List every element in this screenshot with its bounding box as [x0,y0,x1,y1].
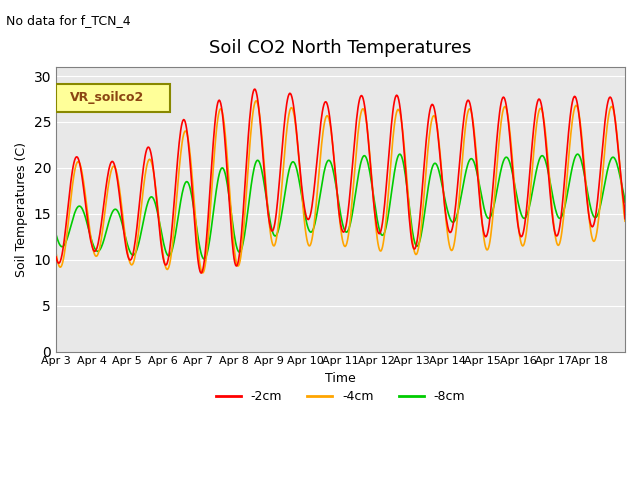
Title: Soil CO2 North Temperatures: Soil CO2 North Temperatures [209,39,472,57]
Legend: -2cm, -4cm, -8cm: -2cm, -4cm, -8cm [211,385,470,408]
FancyBboxPatch shape [56,84,170,112]
Text: VR_soilco2: VR_soilco2 [70,91,145,104]
Text: No data for f_TCN_4: No data for f_TCN_4 [6,14,131,27]
X-axis label: Time: Time [325,372,356,385]
Y-axis label: Soil Temperatures (C): Soil Temperatures (C) [15,142,28,276]
